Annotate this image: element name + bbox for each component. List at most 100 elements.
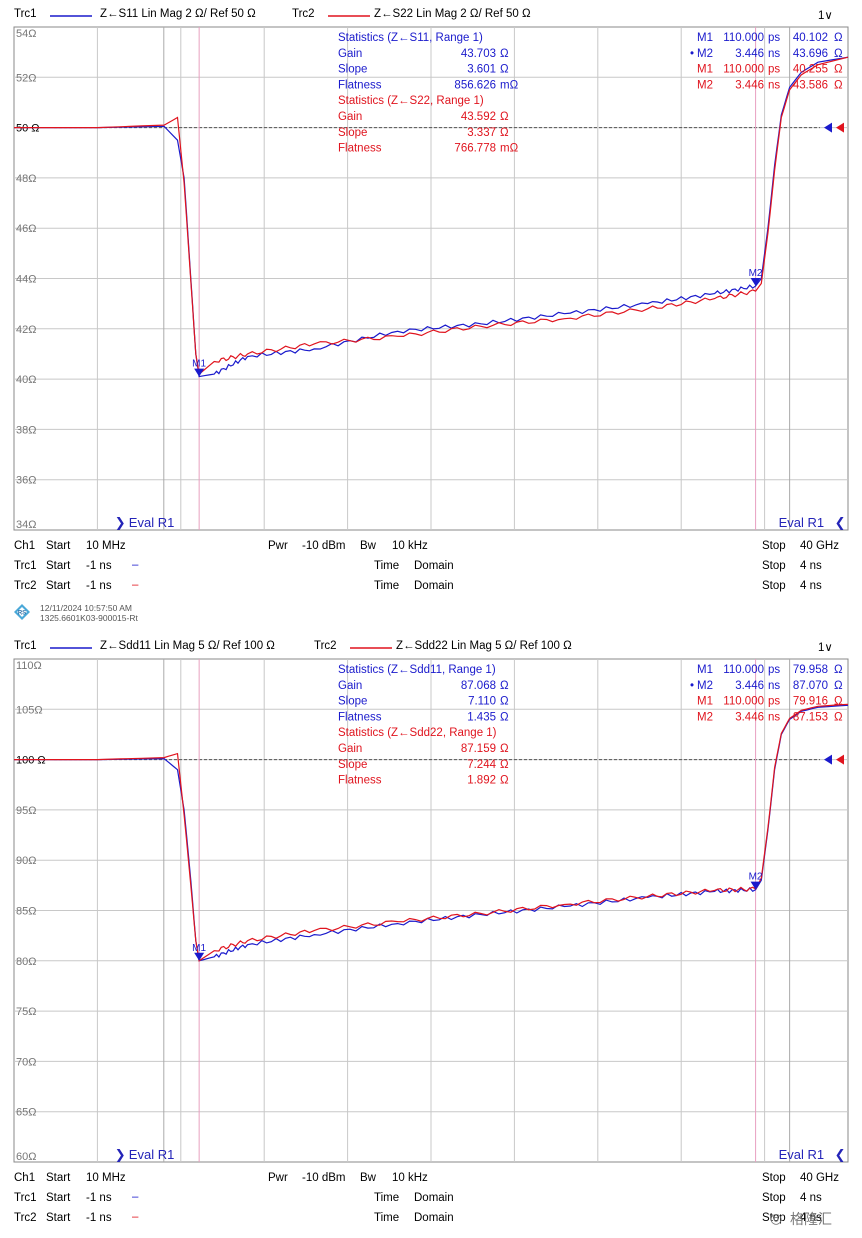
lower-stats1-value: 7.110 (468, 696, 496, 708)
lower-ch1-start-value[interactable]: 10 MHz (86, 1172, 126, 1184)
lower-ytick-label: 90Ω (16, 855, 36, 867)
lower-bw-label: Bw (360, 1172, 376, 1184)
lower-stop-value[interactable]: 40 GHz (800, 1172, 839, 1184)
upper-ytick-label: 52Ω (16, 72, 36, 84)
upper-trc2-stop-label: Stop (762, 580, 786, 592)
lower-trc1-domain[interactable]: Domain (414, 1192, 454, 1204)
lower-trc1-start-value[interactable]: -1 ns (86, 1192, 112, 1204)
lower-mtable-value-unit: Ω (834, 680, 843, 692)
upper-pwr-value[interactable]: -10 dBm (302, 540, 346, 552)
upper-pwr-label: Pwr (268, 540, 288, 552)
upper-trc1-row-label: Trc1 (14, 560, 37, 572)
upper-stats2-unit: mΩ (500, 143, 519, 155)
lower-trc1-stop-label: Stop (762, 1192, 786, 1204)
lower-trc2-stop-value[interactable]: 4 ns (800, 1212, 822, 1224)
lower-trc1-tag[interactable]: Trc1 (14, 640, 37, 652)
upper-trc1-tag[interactable]: Trc1 (14, 8, 37, 20)
lower-ytick-label: 110Ω (16, 660, 42, 672)
lower-trc1-start-label: Start (46, 1192, 71, 1204)
upper-eval-start-arrow: ❯ (115, 515, 126, 531)
upper-ytick-label: 40Ω (16, 374, 36, 386)
lower-ref-arrow-trc2 (836, 754, 844, 765)
upper-marker-label-m1: M1 (192, 359, 206, 370)
lower-ytick-label: 85Ω (16, 906, 36, 918)
lower-pwr-label: Pwr (268, 1172, 288, 1184)
upper-stop-label: Stop (762, 540, 786, 552)
upper-trc2-tag[interactable]: Trc2 (292, 8, 315, 20)
upper-bw-label: Bw (360, 540, 376, 552)
upper-ytick-label: 34Ω (16, 519, 36, 531)
upper-stats1-value: 856.626 (454, 79, 496, 91)
lower-marker-label-m1: M1 (192, 943, 206, 954)
upper-trc2-start-value[interactable]: -1 ns (86, 580, 112, 592)
watermark-logo-icon: ◎ (770, 1210, 783, 1226)
lower-stats2-value: 87.159 (461, 743, 496, 755)
upper-ytick-label: 54Ω (16, 28, 36, 40)
upper-stats2-unit: Ω (500, 111, 509, 123)
upper-channel-menu[interactable]: 1∨ (818, 10, 833, 22)
upper-mtable-name: M2 (697, 48, 713, 60)
lower-bw-value[interactable]: 10 kHz (392, 1172, 428, 1184)
upper-mtable-time: 3.446 (735, 79, 764, 91)
upper-trc1-stop-value[interactable]: 4 ns (800, 560, 822, 572)
lower-trc2-start-value[interactable]: -1 ns (86, 1212, 112, 1224)
upper-stop-value[interactable]: 40 GHz (800, 540, 839, 552)
upper-mtable-time-unit: ps (768, 64, 780, 76)
svg-text:RS: RS (18, 611, 26, 617)
upper-trc1-domain[interactable]: Domain (414, 560, 454, 572)
lower-channel-menu[interactable]: 1∨ (818, 642, 833, 654)
upper-trc2-stop-value[interactable]: 4 ns (800, 580, 822, 592)
upper-series-trc2 (14, 56, 849, 376)
upper-ytick-label: 36Ω (16, 475, 36, 487)
upper-stats2-value: 766.778 (454, 143, 496, 155)
upper-mtable-value: 43.696 (793, 48, 828, 60)
lower-trc2-row-label: Trc2 (14, 1212, 37, 1224)
lower-stats1-unit: Ω (500, 696, 509, 708)
lower-pwr-value[interactable]: -10 dBm (302, 1172, 346, 1184)
upper-trc2-domain[interactable]: Domain (414, 580, 454, 592)
upper-trc1-start-value[interactable]: -1 ns (86, 560, 112, 572)
lower-trc1-label: Z←Sdd11 Lin Mag 5 Ω/ Ref 100 Ω (100, 640, 275, 652)
lower-ytick-label: 80Ω (16, 956, 36, 968)
upper-mtable-value-unit: Ω (834, 48, 843, 60)
lower-ytick-label: 65Ω (16, 1107, 36, 1119)
lower-trc2-domain[interactable]: Domain (414, 1212, 454, 1224)
upper-mtable-name: M2 (697, 79, 713, 91)
lower-ch1-start-label: Start (46, 1172, 71, 1184)
lower-mtable-value: 87.070 (793, 680, 828, 692)
lower-stats2-title: Statistics (Z←Sdd22, Range 1) (338, 727, 497, 739)
lower-stats1-value: 87.068 (461, 680, 496, 692)
upper-marker-symbol-m1 (194, 368, 205, 377)
lower-mtable-value-unit: Ω (834, 664, 843, 676)
upper-stats2-value: 43.592 (461, 111, 496, 123)
lower-eval-stop-arrow: ❮ (835, 1147, 846, 1163)
upper-ch1-label: Ch1 (14, 540, 36, 552)
lower-mtable-name: M2 (697, 711, 713, 723)
upper-stats1-title: Statistics (Z←S11, Range 1) (338, 32, 483, 44)
lower-mtable-name: M1 (697, 696, 713, 708)
lower-mtable-time: 3.446 (735, 680, 764, 692)
lower-trc1-time: Time (374, 1192, 400, 1204)
upper-stats2-title: Statistics (Z←S22, Range 1) (338, 95, 484, 107)
upper-stats2-unit: Ω (500, 127, 509, 139)
lower-ytick-label: 105Ω (16, 704, 43, 716)
lower-mtable-name: M1 (697, 664, 713, 676)
lower-trc1-stop-value[interactable]: 4 ns (800, 1192, 822, 1204)
upper-mtable-name: M1 (697, 32, 713, 44)
upper-ch1-start-value[interactable]: 10 MHz (86, 540, 126, 552)
upper-stats1-unit: mΩ (500, 79, 519, 91)
lower-trc2-tag[interactable]: Trc2 (314, 640, 337, 652)
lower-mtable-name: M2 (697, 680, 713, 692)
upper-trc1-start-label: Start (46, 560, 71, 572)
upper-stats1-unit: Ω (500, 48, 509, 60)
upper-ref-arrow-trc1 (824, 122, 832, 133)
lower-eval-stop-label: Eval R1 (779, 1147, 825, 1162)
upper-ref-arrow-trc2 (836, 122, 844, 133)
upper-stats1-label: Slope (338, 64, 367, 76)
upper-trc1-stop-label: Stop (762, 560, 786, 572)
upper-bw-value[interactable]: 10 kHz (392, 540, 428, 552)
lower-marker-label-m2: M2 (749, 872, 763, 883)
lower-ytick-label: 100 Ω (16, 755, 46, 767)
